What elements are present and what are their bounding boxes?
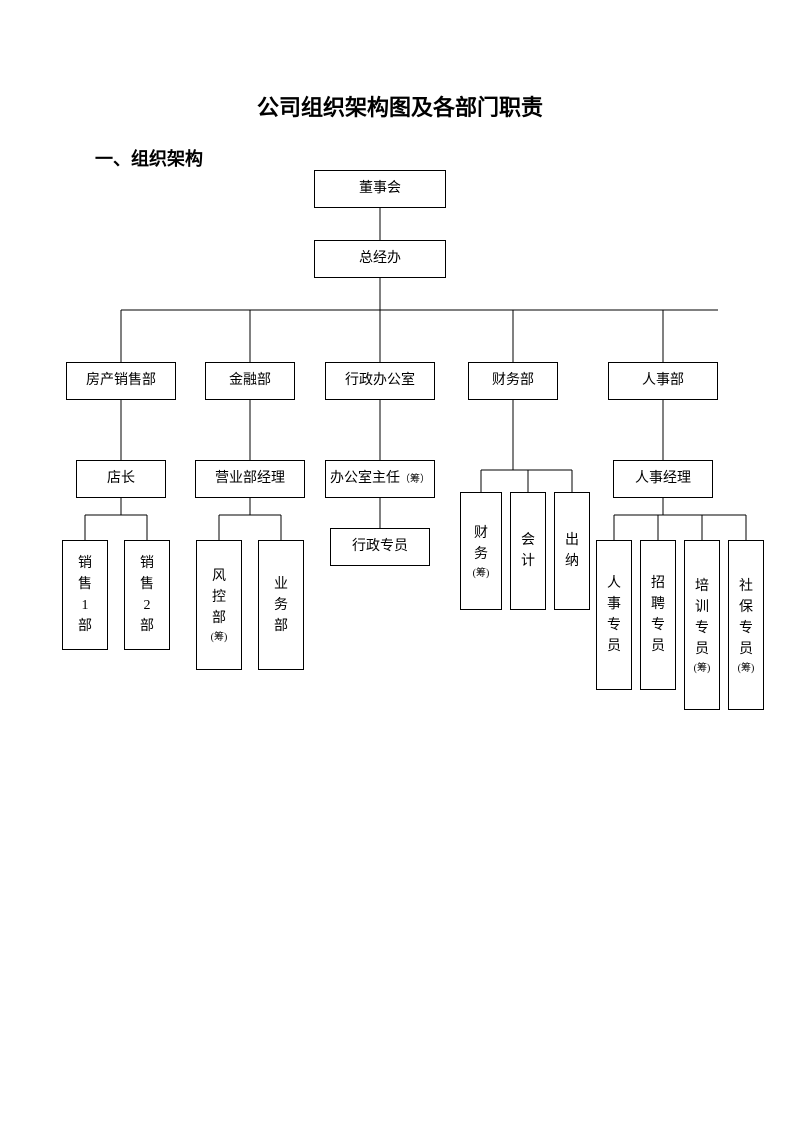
node-adminstaff: 行政专员: [330, 528, 430, 566]
node-renshizy: 人事专员: [596, 540, 632, 690]
node-sales1: 销售1部: [62, 540, 108, 650]
node-admin: 行政办公室: [325, 362, 435, 400]
node-biz: 业务部: [258, 540, 304, 670]
node-storemgr: 店长: [76, 460, 166, 498]
node-shebao: 社保专员(筹): [728, 540, 764, 710]
node-chuna: 出纳: [554, 492, 590, 610]
node-sales2: 销售2部: [124, 540, 170, 650]
node-acct: 财务部: [468, 362, 558, 400]
node-finance: 金融部: [205, 362, 295, 400]
node-hr: 人事部: [608, 362, 718, 400]
node-salesmgr: 营业部经理: [195, 460, 305, 498]
node-hrmgr: 人事经理: [613, 460, 713, 498]
node-zhaopin: 招聘专员: [640, 540, 676, 690]
node-sales: 房产销售部: [66, 362, 176, 400]
node-caiwu: 财务(筹): [460, 492, 502, 610]
node-board: 董事会: [314, 170, 446, 208]
node-peixun: 培训专员(筹): [684, 540, 720, 710]
node-kuaiji: 会计: [510, 492, 546, 610]
node-risk: 风控部(筹): [196, 540, 242, 670]
org-chart: 公司组织架构图及各部门职责 一、组织架构 董事会总经办房产销售部金融部行政办公室…: [0, 0, 800, 1132]
node-gmoffice: 总经办: [314, 240, 446, 278]
node-officedir: 办公室主任（筹）: [325, 460, 435, 498]
